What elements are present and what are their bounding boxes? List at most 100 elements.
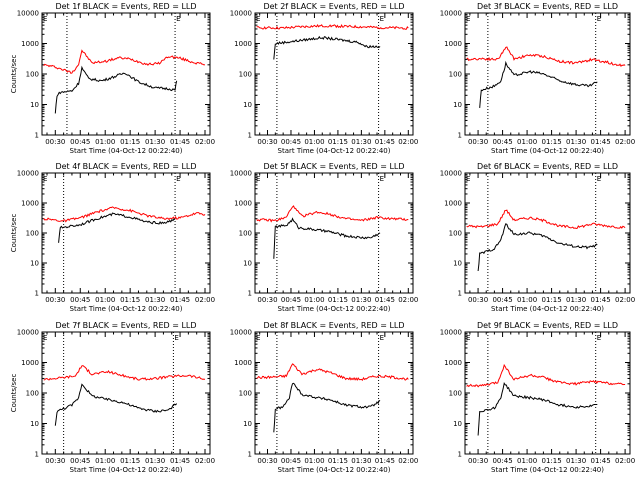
x-tick-label: 00:30 <box>257 457 277 465</box>
x-tick-label: 00:45 <box>281 138 301 146</box>
y-tick-label: 1 <box>248 451 252 459</box>
y-tick-label: 1000 <box>21 40 39 48</box>
events-series-line <box>273 35 381 60</box>
x-tick-label: 01:30 <box>145 138 165 146</box>
event-marker-label: E <box>43 175 47 183</box>
x-tick-label: 01:45 <box>591 138 611 146</box>
x-tick-label: 01:15 <box>328 457 348 465</box>
x-tick-label: 01:30 <box>351 457 371 465</box>
lld-series-line <box>466 363 626 388</box>
y-tick-label: 10 <box>243 420 252 428</box>
events-series-line <box>477 382 598 436</box>
y-tick-label: 100 <box>239 230 252 238</box>
x-tick-label: 01:00 <box>304 138 324 146</box>
lld-series-line <box>466 209 626 230</box>
x-tick-label: 02:00 <box>195 296 215 304</box>
x-tick-label: 01:00 <box>517 138 537 146</box>
x-axis-label: Start Time (04-Oct-12 00:22:40) <box>278 305 391 313</box>
event-marker-label: E <box>597 175 601 183</box>
y-axis-label: Counts/sec <box>10 374 18 413</box>
x-tick-label: 01:15 <box>328 138 348 146</box>
x-tick-label: 02:00 <box>615 138 635 146</box>
x-tick-label: 00:45 <box>70 457 90 465</box>
y-tick-label: 10000 <box>17 170 39 178</box>
y-tick-label: 1000 <box>444 200 462 208</box>
plot-frame <box>464 331 631 455</box>
x-tick-label: 01:45 <box>170 138 190 146</box>
x-tick-label: 00:45 <box>70 296 90 304</box>
events-series-line <box>273 217 381 259</box>
chart-panel-7: Det 7f BLACK = Events, RED = LLD 1 10 100 10… <box>10 321 215 474</box>
event-marker-label: E <box>256 175 260 183</box>
chart-panel-6: Det 6f BLACK = Events, RED = LLD 1 10 100 10… <box>440 162 635 313</box>
x-tick-label: 01:15 <box>120 296 140 304</box>
y-tick-label: 10000 <box>230 10 252 18</box>
x-tick-label: 01:00 <box>95 138 115 146</box>
y-tick-label: 100 <box>449 230 462 238</box>
x-axis-label: Start Time (04-Oct-12 00:22:40) <box>70 305 183 313</box>
event-marker-label: E <box>174 334 178 342</box>
x-tick-label: 00:45 <box>492 296 512 304</box>
x-tick-label: 01:15 <box>120 138 140 146</box>
y-tick-label: 100 <box>239 71 252 79</box>
x-tick-label: 02:00 <box>195 138 215 146</box>
y-tick-label: 10000 <box>230 170 252 178</box>
event-marker-label: E <box>256 334 260 342</box>
lld-series-line <box>256 363 409 382</box>
x-tick-label: 01:30 <box>145 457 165 465</box>
chart-title: Det 6f BLACK = Events, RED = LLD <box>477 162 618 171</box>
y-tick-label: 10 <box>453 101 462 109</box>
x-tick-label: 01:00 <box>95 457 115 465</box>
x-tick-label: 00:30 <box>45 138 65 146</box>
plot-frame <box>464 172 631 294</box>
events-series-line <box>479 60 598 108</box>
y-tick-label: 10000 <box>230 329 252 337</box>
x-tick-label: 01:15 <box>328 296 348 304</box>
x-tick-label: 00:30 <box>257 296 277 304</box>
x-tick-label: 02:00 <box>398 457 418 465</box>
x-tick-label: 02:00 <box>615 457 635 465</box>
event-marker-label: E <box>176 15 180 23</box>
x-tick-label: 01:45 <box>591 457 611 465</box>
y-tick-label: 1000 <box>234 359 252 367</box>
x-axis-label: Start Time (04-Oct-12 00:22:40) <box>278 147 391 155</box>
chart-title: Det 4f BLACK = Events, RED = LLD <box>55 162 196 171</box>
x-tick-label: 00:45 <box>70 138 90 146</box>
x-tick-label: 01:45 <box>375 138 395 146</box>
x-tick-label: 00:45 <box>492 457 512 465</box>
events-series-line <box>54 383 178 426</box>
chart-panel-1: Det 1f BLACK = Events, RED = LLD 1 10 100 10… <box>10 2 215 155</box>
y-tick-label: 1 <box>35 290 39 298</box>
x-tick-label: 01:00 <box>95 296 115 304</box>
y-tick-label: 1 <box>458 451 462 459</box>
x-tick-label: 00:30 <box>468 296 488 304</box>
event-marker-label: E <box>597 15 601 23</box>
lld-series-line <box>256 205 409 223</box>
x-tick-label: 02:00 <box>195 457 215 465</box>
event-marker-label: E <box>256 15 260 23</box>
x-tick-label: 00:45 <box>281 457 301 465</box>
x-tick-label: 00:30 <box>468 457 488 465</box>
x-axis-label: Start Time (04-Oct-12 00:22:40) <box>70 466 183 474</box>
y-tick-label: 100 <box>26 390 39 398</box>
event-marker-label: E <box>43 334 47 342</box>
chart-panel-3: Det 3f BLACK = Events, RED = LLD 1 10 100 10… <box>440 2 635 155</box>
event-marker-label: E <box>380 15 384 23</box>
y-tick-label: 100 <box>449 390 462 398</box>
y-tick-label: 10000 <box>440 170 462 178</box>
events-series-line <box>54 65 178 114</box>
x-tick-label: 01:15 <box>541 138 561 146</box>
plot-frame <box>254 12 414 136</box>
x-tick-label: 01:00 <box>304 296 324 304</box>
x-tick-label: 01:15 <box>120 457 140 465</box>
y-tick-label: 10 <box>30 101 39 109</box>
events-series-line <box>58 212 176 243</box>
chart-title: Det 8f BLACK = Events, RED = LLD <box>263 321 404 330</box>
y-tick-label: 1000 <box>444 359 462 367</box>
x-tick-label: 01:30 <box>566 296 586 304</box>
x-axis-label: Start Time (04-Oct-12 00:22:40) <box>70 147 183 155</box>
lld-series-line <box>466 46 626 68</box>
y-tick-label: 100 <box>26 230 39 238</box>
y-tick-label: 10 <box>30 420 39 428</box>
